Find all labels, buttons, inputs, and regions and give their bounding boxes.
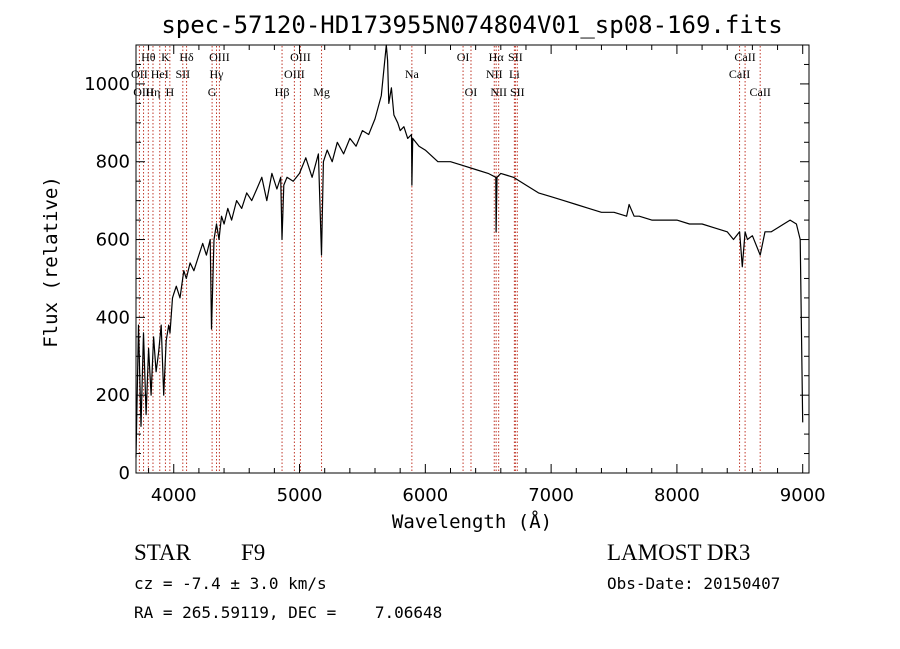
- object-type: STAR: [134, 540, 191, 565]
- survey-name: LAMOST DR3: [607, 540, 751, 565]
- x-tick-label: 4000: [151, 485, 197, 506]
- y-tick-label: 200: [96, 385, 130, 406]
- y-tick-label: 800: [96, 152, 130, 173]
- line-label: SII: [508, 50, 523, 64]
- line-label: NII: [486, 67, 503, 81]
- y-tick-label: 600: [96, 230, 130, 251]
- line-label: OIII: [209, 50, 230, 64]
- coordinates: RA = 265.59119, DEC = 7.06648: [134, 603, 443, 622]
- y-tick-label: 400: [96, 307, 130, 328]
- x-tick-label: 7000: [528, 485, 574, 506]
- y-axis-label: Flux (relative): [40, 176, 62, 348]
- line-label: CaII: [734, 50, 755, 64]
- line-label: HeI: [151, 67, 169, 81]
- line-label: OI: [465, 85, 478, 99]
- y-tick-label: 0: [119, 463, 130, 484]
- spectrum-series: [135, 44, 804, 458]
- line-label: Hθ: [141, 50, 156, 64]
- line-label: G: [208, 85, 217, 99]
- line-label: CaII: [750, 85, 771, 99]
- chart-title: spec-57120-HD173955N074804V01_sp08-169.f…: [161, 11, 782, 39]
- x-tick-label: 5000: [277, 485, 323, 506]
- line-markers: [138, 46, 761, 472]
- line-label: Hα: [489, 50, 505, 64]
- line-label: OIII: [284, 67, 305, 81]
- line-label: Hβ: [275, 85, 290, 99]
- line-label: CaII: [729, 67, 750, 81]
- x-tick-label: 6000: [402, 485, 448, 506]
- line-label: NII: [490, 85, 507, 99]
- spectrum-line: [135, 44, 804, 458]
- line-label: SII: [510, 85, 525, 99]
- subclass: F9: [241, 540, 266, 565]
- line-label: OIII: [290, 50, 311, 64]
- line-label: Hδ: [179, 50, 194, 64]
- line-label: Na: [405, 67, 420, 81]
- y-tick-label: 1000: [84, 74, 130, 95]
- x-tick-label: 9000: [780, 485, 826, 506]
- plot-frame: [135, 44, 810, 474]
- y-axis-ticks: 0 200 400 600 800 1000: [84, 63, 809, 484]
- line-label: Hη: [146, 85, 161, 99]
- line-label: OII: [131, 67, 148, 81]
- line-label: OI: [457, 50, 470, 64]
- line-label: H: [166, 85, 175, 99]
- x-axis-ticks: 4000 5000 6000 7000 8000 9000: [148, 45, 826, 506]
- redshift-info: cz = -7.4 ± 3.0 km/s: [134, 574, 327, 593]
- line-label: SII: [175, 67, 190, 81]
- x-axis-label: Wavelength (Å): [392, 510, 552, 533]
- line-label: Li: [509, 67, 520, 81]
- x-tick-label: 8000: [654, 485, 700, 506]
- line-label: OIII: [133, 85, 154, 99]
- line-label: Mg: [313, 85, 330, 99]
- line-label: K: [161, 50, 170, 64]
- line-label: Hγ: [210, 67, 225, 81]
- obs-date: Obs-Date: 20150407: [607, 574, 781, 593]
